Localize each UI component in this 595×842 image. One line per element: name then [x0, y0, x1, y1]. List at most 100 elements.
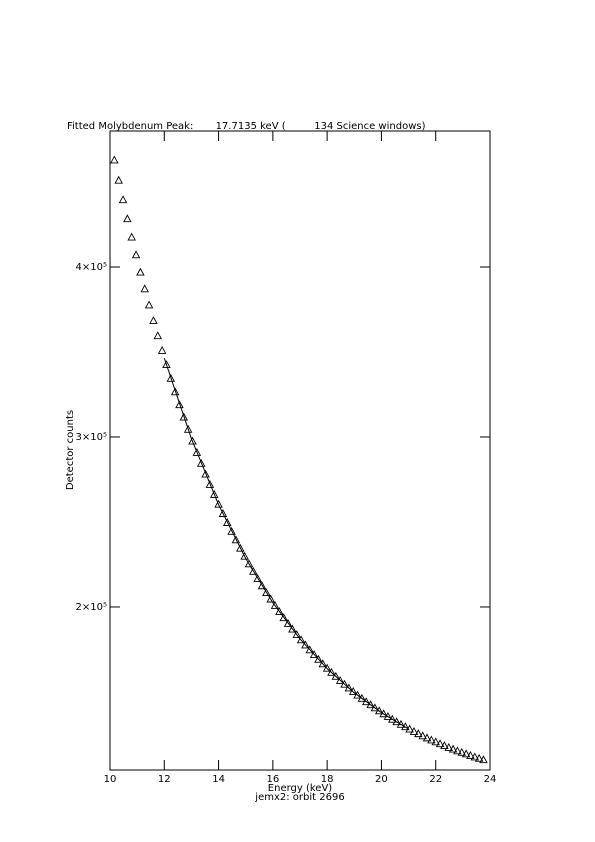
data-point	[453, 746, 462, 755]
x-tick-label: 14	[212, 774, 225, 785]
data-point	[262, 588, 271, 596]
x-tick-label: 20	[375, 774, 388, 785]
data-point	[479, 755, 488, 764]
data-point	[240, 551, 249, 560]
data-point	[196, 458, 206, 467]
data-point	[392, 717, 401, 726]
data-point	[440, 741, 449, 749]
data-point	[322, 663, 332, 672]
data-point	[474, 753, 484, 762]
data-point	[244, 559, 254, 568]
data-point	[435, 739, 445, 748]
y-tick-label: 4×10⁵	[76, 262, 107, 273]
subtitle: jemx2: orbit 2696	[254, 792, 344, 803]
data-point	[418, 731, 427, 740]
data-point	[457, 747, 467, 756]
data-point	[205, 479, 215, 488]
data-point	[223, 518, 232, 526]
data-point	[461, 749, 471, 758]
data-point	[366, 700, 375, 709]
y-axis-label: Detector counts	[65, 410, 76, 490]
data-point	[188, 436, 197, 445]
data-point	[170, 387, 180, 396]
data-point	[266, 594, 275, 603]
x-tick-label: 16	[266, 774, 279, 785]
data-point	[444, 742, 453, 751]
data-point	[166, 373, 176, 382]
data-point	[270, 601, 280, 609]
data-point	[192, 448, 202, 456]
data-point	[383, 712, 393, 720]
data-point	[388, 714, 397, 723]
data-point	[427, 735, 436, 744]
data-point	[127, 232, 136, 241]
fit-line	[163, 357, 409, 730]
data-point	[370, 703, 380, 712]
chart-title: Fitted Molybdenum Peak: 17.7135 keV ( 13…	[67, 121, 426, 132]
data-point	[288, 624, 297, 633]
x-tick-label: 24	[484, 774, 497, 785]
data-point	[348, 687, 358, 695]
data-point	[309, 650, 319, 659]
x-tick-label: 22	[429, 774, 442, 785]
data-point	[162, 360, 171, 369]
data-point	[175, 400, 184, 409]
data-point	[331, 671, 341, 680]
data-point	[296, 635, 306, 644]
data-point	[375, 706, 384, 715]
data-point	[409, 726, 419, 735]
data-point	[283, 619, 293, 627]
data-point	[318, 659, 328, 668]
data-point	[144, 300, 154, 309]
data-point	[466, 750, 475, 759]
data-point	[448, 744, 458, 753]
data-point	[422, 733, 432, 742]
data-point	[179, 412, 189, 421]
data-point	[335, 675, 345, 684]
data-point	[209, 490, 219, 498]
data-point	[292, 630, 301, 638]
data-point	[118, 195, 128, 204]
data-point	[357, 693, 367, 702]
data-point	[183, 424, 193, 433]
data-point	[136, 267, 145, 276]
data-point	[123, 214, 132, 223]
y-tick-label: 3×10⁵	[76, 432, 107, 443]
data-point	[305, 645, 315, 654]
x-tick-label: 10	[104, 774, 117, 785]
data-point	[279, 613, 288, 622]
data-point	[236, 543, 245, 552]
data-point	[353, 690, 362, 699]
data-point	[275, 607, 284, 616]
x-tick-label: 12	[158, 774, 171, 785]
data-point	[327, 667, 336, 676]
data-point	[218, 509, 228, 517]
data-point	[153, 331, 163, 340]
data-point	[340, 679, 349, 688]
data-point	[157, 346, 167, 354]
data-point	[257, 581, 267, 590]
data-point	[214, 499, 223, 508]
data-point	[431, 737, 440, 746]
data-point	[396, 719, 406, 728]
data-point	[231, 535, 241, 544]
plot-frame	[109, 130, 491, 771]
data-point	[314, 654, 323, 663]
data-point	[110, 155, 119, 164]
data-point	[140, 284, 149, 293]
data-point	[249, 566, 258, 575]
data-point	[344, 683, 354, 692]
x-tick-label: 18	[321, 774, 334, 785]
data-point	[253, 574, 262, 583]
data-point	[414, 729, 423, 738]
data-point	[201, 469, 210, 478]
data-point	[114, 175, 123, 184]
data-point	[131, 250, 141, 259]
data-point	[227, 526, 236, 535]
data-point	[301, 640, 310, 649]
data-point	[149, 316, 158, 325]
x-axis-label: Energy (keV)	[268, 783, 333, 794]
data-point	[361, 697, 371, 706]
